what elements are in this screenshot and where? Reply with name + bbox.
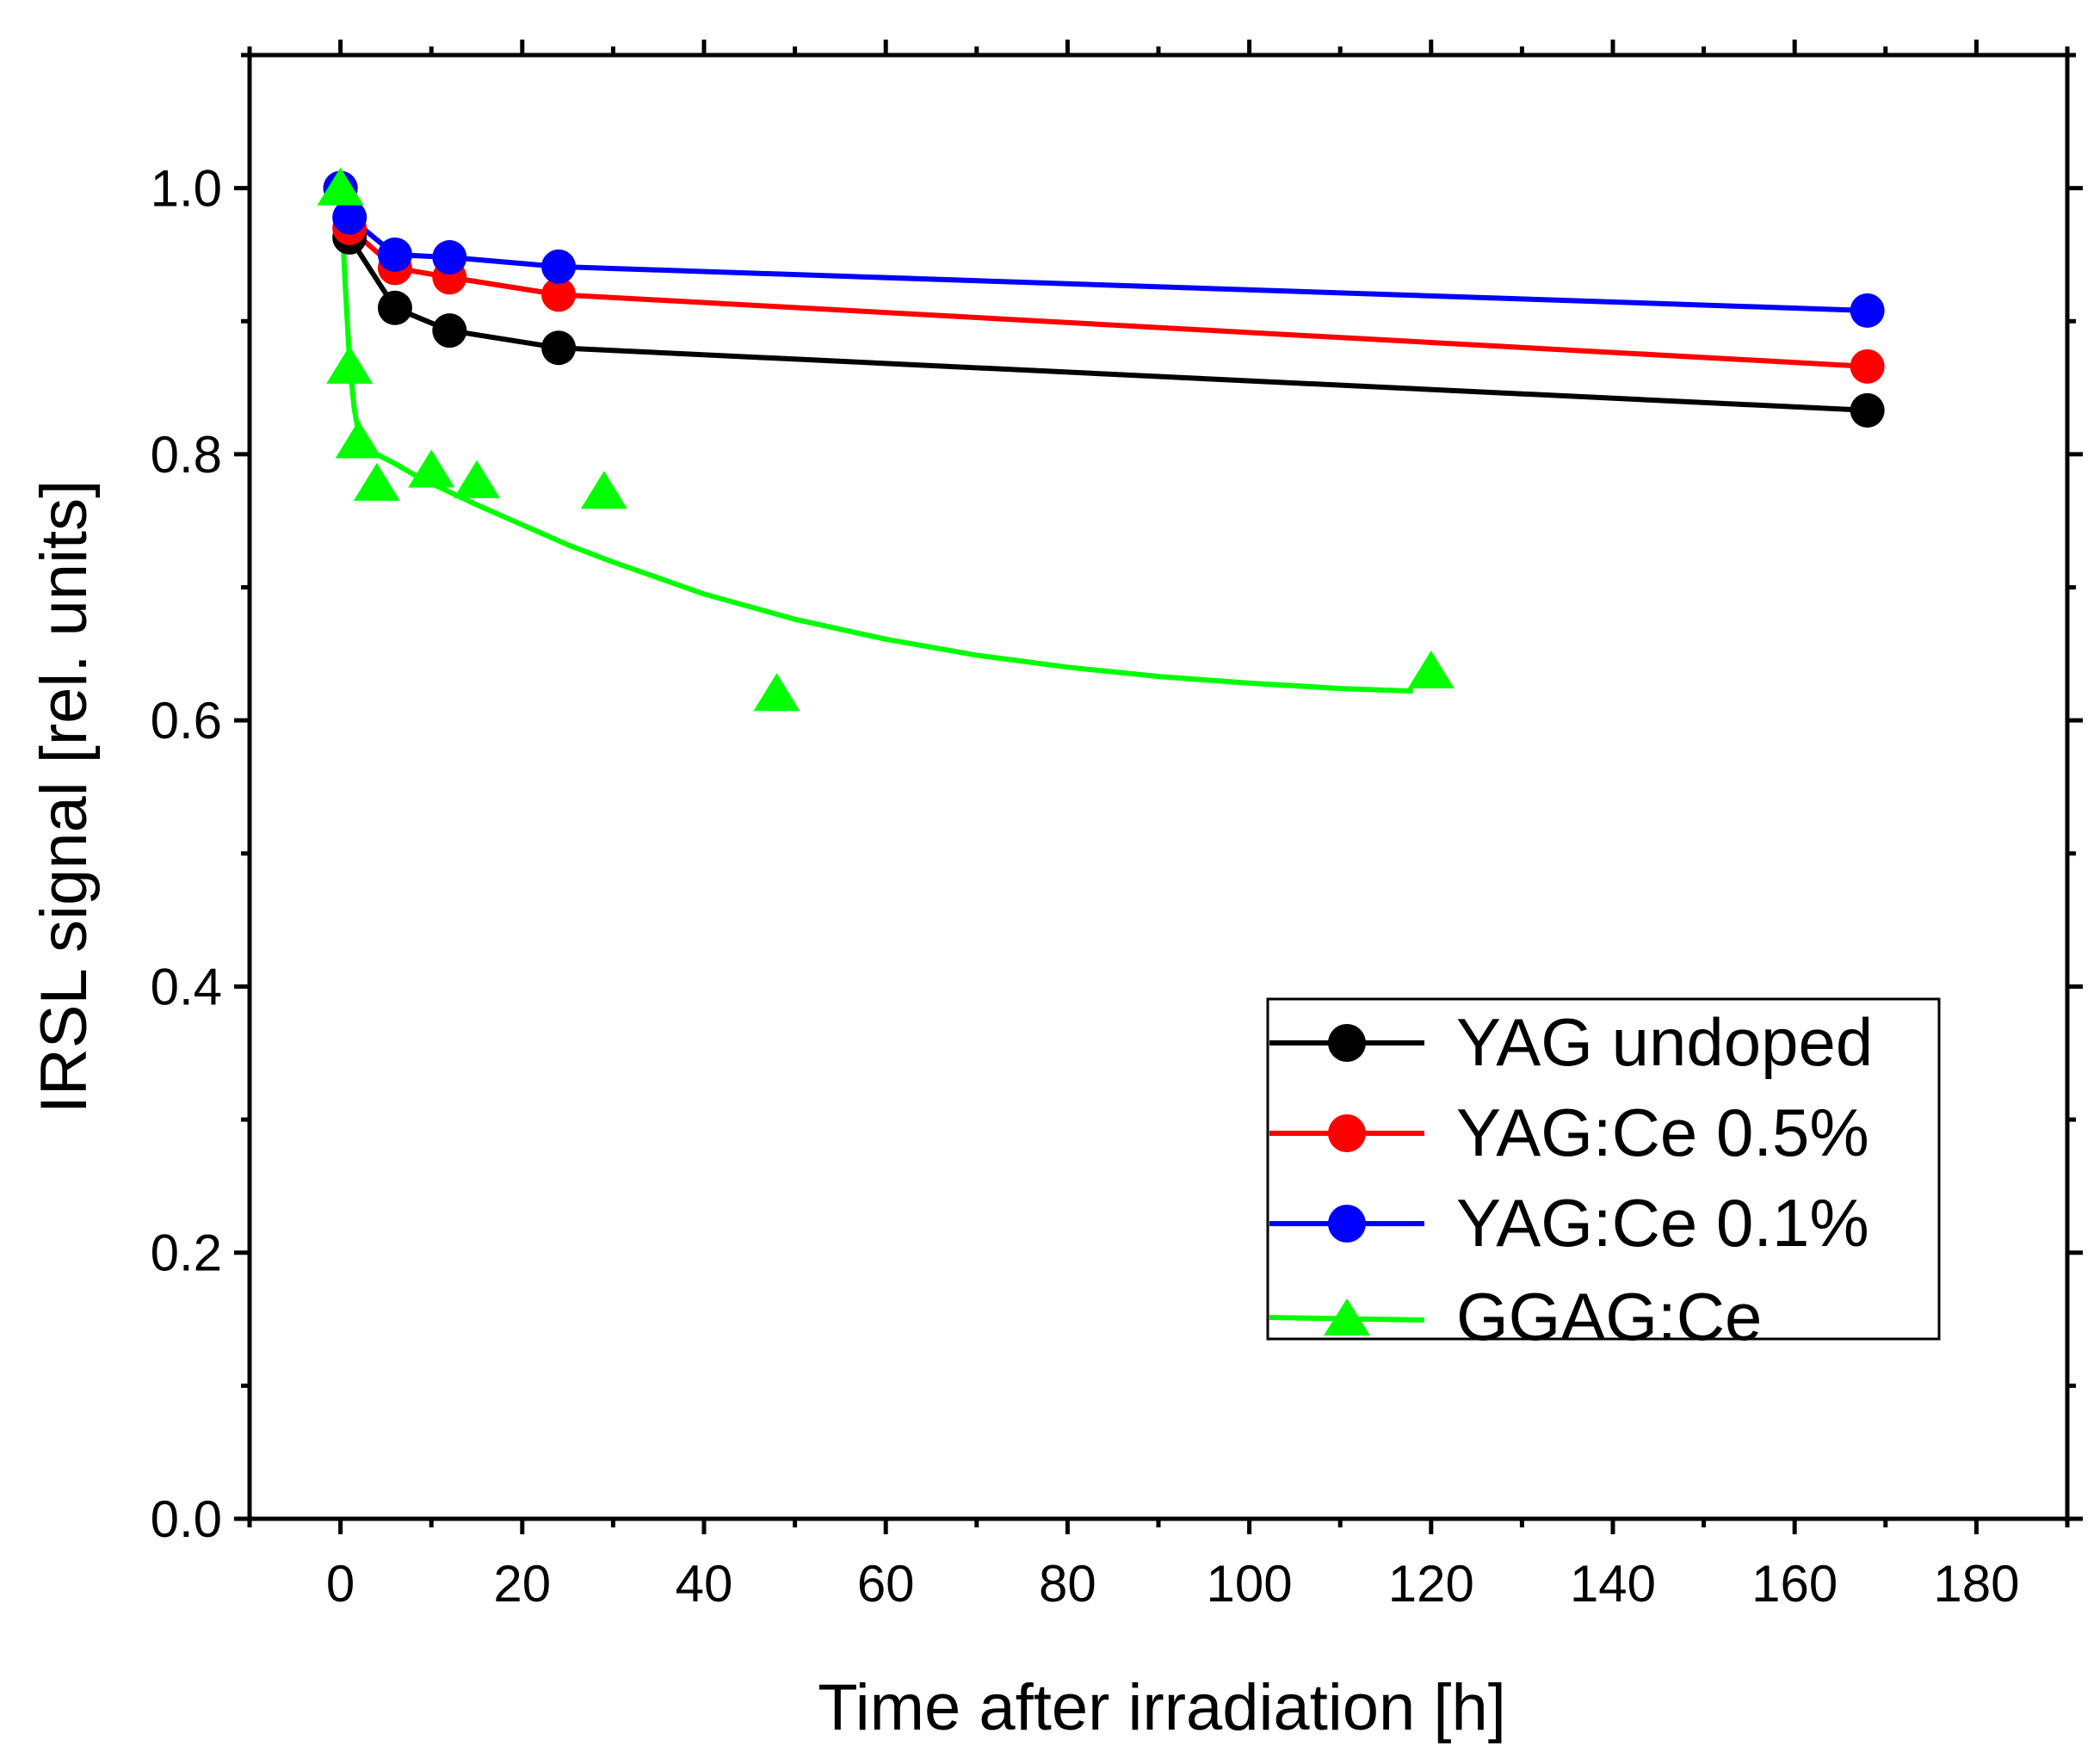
legend: YAG undoped YAG:Ce 0.5% YAG:Ce 0.1% GGAG… bbox=[1266, 997, 1941, 1354]
x-tick-label: 40 bbox=[676, 1555, 733, 1613]
y-tick-label: 0.8 bbox=[151, 426, 222, 484]
x-axis-title: Time after irradiation [h] bbox=[818, 1671, 1506, 1744]
legend-marker-yag-ce-05 bbox=[1328, 1114, 1366, 1152]
data-point-ggag-ce bbox=[408, 449, 455, 488]
y-tick-label: 0.0 bbox=[151, 1490, 222, 1548]
data-point-ggag-ce bbox=[353, 462, 400, 501]
x-tick-label: 120 bbox=[1388, 1555, 1474, 1613]
data-point-yag-undoped bbox=[1850, 392, 1885, 428]
data-point-yag-ce-0-1 bbox=[541, 249, 577, 284]
data-point-ggag-ce bbox=[317, 167, 364, 206]
x-tick-label: 0 bbox=[326, 1555, 355, 1613]
x-tick-label: 180 bbox=[1933, 1555, 2019, 1613]
y-tick-label: 0.2 bbox=[151, 1224, 222, 1282]
legend-label-yag-ce-01: YAG:Ce 0.1% bbox=[1456, 1185, 1869, 1261]
data-point-ggag-ce bbox=[454, 460, 500, 498]
x-axis: 0 20 40 60 80 100 120 140 160 180 bbox=[247, 40, 2070, 1613]
data-point-yag-ce-0-5 bbox=[1850, 349, 1885, 384]
data-point-yag-ce-0-1 bbox=[332, 200, 368, 235]
data-point-ggag-ce bbox=[1407, 650, 1455, 688]
legend-box bbox=[1266, 997, 1941, 1341]
series-markers bbox=[317, 167, 1885, 712]
legend-label-yag-ce-05: YAG:Ce 0.5% bbox=[1456, 1095, 1869, 1170]
legend-label-ggag-ce: GGAG:Ce bbox=[1456, 1279, 1762, 1354]
data-point-yag-undoped bbox=[432, 313, 467, 349]
data-point-ggag-ce bbox=[753, 673, 800, 712]
data-point-yag-ce-0-5 bbox=[541, 277, 577, 312]
x-tick-label: 140 bbox=[1570, 1555, 1656, 1613]
data-point-yag-ce-0-1 bbox=[377, 237, 412, 272]
legend-marker-yag-undoped bbox=[1328, 1024, 1366, 1062]
x-tick-label: 80 bbox=[1039, 1555, 1096, 1613]
x-tick-label: 60 bbox=[857, 1555, 915, 1613]
y-tick-label: 1.0 bbox=[151, 160, 222, 218]
legend-marker-yag-ce-01 bbox=[1328, 1205, 1366, 1243]
data-point-yag-undoped bbox=[541, 330, 577, 366]
data-point-ggag-ce bbox=[580, 471, 627, 509]
data-point-yag-ce-0-1 bbox=[432, 240, 467, 275]
x-tick-label: 160 bbox=[1751, 1555, 1838, 1613]
y-tick-label: 0.6 bbox=[151, 692, 222, 749]
legend-marker-ggag-ce bbox=[1324, 1298, 1370, 1335]
data-point-ggag-ce bbox=[335, 420, 382, 459]
y-tick-label: 0.4 bbox=[151, 958, 222, 1015]
y-axis-title: IRSL signal [rel. units] bbox=[28, 480, 101, 1113]
data-point-yag-ce-0-1 bbox=[1850, 293, 1885, 328]
data-point-yag-undoped bbox=[377, 290, 412, 325]
legend-label-yag-undoped: YAG undoped bbox=[1456, 1004, 1873, 1080]
data-point-ggag-ce bbox=[326, 345, 374, 384]
x-tick-label: 20 bbox=[493, 1555, 551, 1613]
x-tick-label: 100 bbox=[1207, 1555, 1293, 1613]
y-axis: 0.0 0.2 0.4 0.6 0.8 1.0 bbox=[151, 52, 2083, 1548]
